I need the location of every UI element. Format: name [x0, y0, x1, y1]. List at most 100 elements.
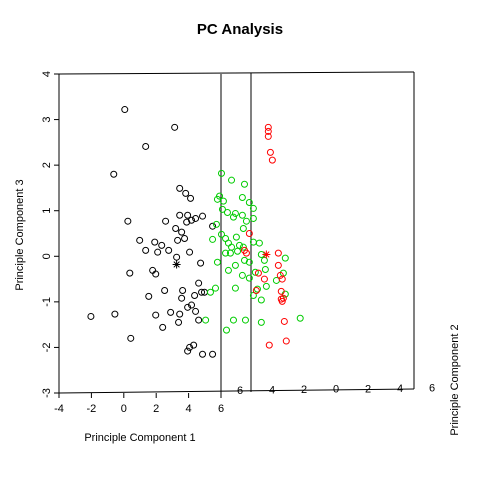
- point: [245, 258, 253, 266]
- point: [199, 350, 207, 358]
- point: [232, 233, 240, 241]
- point: [223, 326, 231, 334]
- point: [209, 350, 217, 358]
- y-tick-label: 1: [41, 208, 53, 214]
- point: [191, 291, 199, 299]
- point: [182, 189, 190, 197]
- point: [238, 271, 246, 279]
- z-tick-label: 6: [237, 385, 243, 397]
- point: [192, 307, 200, 315]
- x-axis-label: Principle Component 1: [84, 432, 195, 444]
- point: [165, 246, 173, 254]
- point: [178, 228, 186, 236]
- point: [264, 123, 272, 131]
- centroid: [262, 250, 271, 259]
- point: [199, 212, 207, 220]
- y-tick-label: 0: [41, 253, 53, 259]
- z-tick-label: 2: [365, 383, 371, 395]
- point: [183, 218, 191, 226]
- point: [229, 213, 237, 221]
- point: [254, 269, 262, 277]
- x-tick-label: 0: [121, 403, 127, 415]
- point: [175, 318, 183, 326]
- point: [192, 214, 200, 222]
- point: [268, 156, 276, 164]
- point: [127, 334, 135, 342]
- point: [152, 270, 160, 278]
- point: [281, 254, 289, 262]
- y-axis-label: Principle Component 3: [14, 179, 26, 290]
- point: [274, 261, 282, 269]
- point: [229, 316, 237, 324]
- point: [209, 222, 217, 230]
- point: [239, 243, 247, 251]
- point: [159, 323, 167, 331]
- y-tick-label: -1: [41, 297, 53, 307]
- point: [245, 274, 253, 282]
- point: [161, 286, 169, 294]
- point: [234, 247, 242, 255]
- point: [176, 211, 184, 219]
- point: [224, 266, 232, 274]
- point: [171, 123, 179, 131]
- point: [238, 193, 246, 201]
- point: [211, 284, 219, 292]
- point: [242, 249, 250, 257]
- point: [184, 211, 192, 219]
- y-tick-label: 4: [41, 71, 53, 77]
- point: [219, 197, 227, 205]
- point: [121, 106, 129, 114]
- box-top: [58, 71, 415, 75]
- z-tick-label: 4: [269, 385, 275, 397]
- point: [167, 308, 175, 316]
- point: [136, 236, 144, 244]
- point: [260, 275, 268, 283]
- point: [242, 217, 250, 225]
- point: [257, 296, 265, 304]
- point: [249, 291, 257, 299]
- point: [296, 314, 304, 322]
- z-tick-label: 4: [397, 383, 403, 395]
- point: [213, 258, 221, 266]
- point: [111, 310, 119, 318]
- point: [223, 209, 231, 217]
- point: [145, 292, 153, 300]
- x-tick-label: 4: [186, 403, 192, 415]
- point: [257, 318, 265, 326]
- point: [190, 341, 198, 349]
- point: [255, 239, 263, 247]
- point: [253, 285, 261, 293]
- point: [142, 142, 150, 150]
- point: [277, 287, 285, 295]
- point: [252, 286, 260, 294]
- z-axis-label: Principle Component 2: [449, 324, 461, 435]
- point: [195, 316, 203, 324]
- point: [240, 180, 248, 188]
- point: [274, 249, 282, 257]
- y-tick-label: 3: [41, 117, 53, 123]
- point: [226, 249, 234, 257]
- point: [278, 275, 286, 283]
- point: [176, 184, 184, 192]
- point: [239, 224, 247, 232]
- y-tick-label: 2: [41, 162, 53, 168]
- box: [58, 71, 415, 394]
- x-tick-label: 2: [153, 403, 159, 415]
- point: [212, 220, 220, 228]
- point: [279, 294, 287, 302]
- point: [176, 310, 184, 318]
- point: [187, 194, 195, 202]
- point: [209, 235, 217, 243]
- point: [173, 253, 181, 261]
- point: [217, 169, 225, 177]
- point: [188, 216, 196, 224]
- point: [110, 170, 118, 178]
- point: [213, 195, 221, 203]
- point: [197, 259, 205, 267]
- z-tick-label: 6: [429, 383, 435, 395]
- z-tick-label: 0: [333, 384, 339, 396]
- point: [265, 341, 273, 349]
- point: [87, 312, 95, 320]
- point: [162, 217, 170, 225]
